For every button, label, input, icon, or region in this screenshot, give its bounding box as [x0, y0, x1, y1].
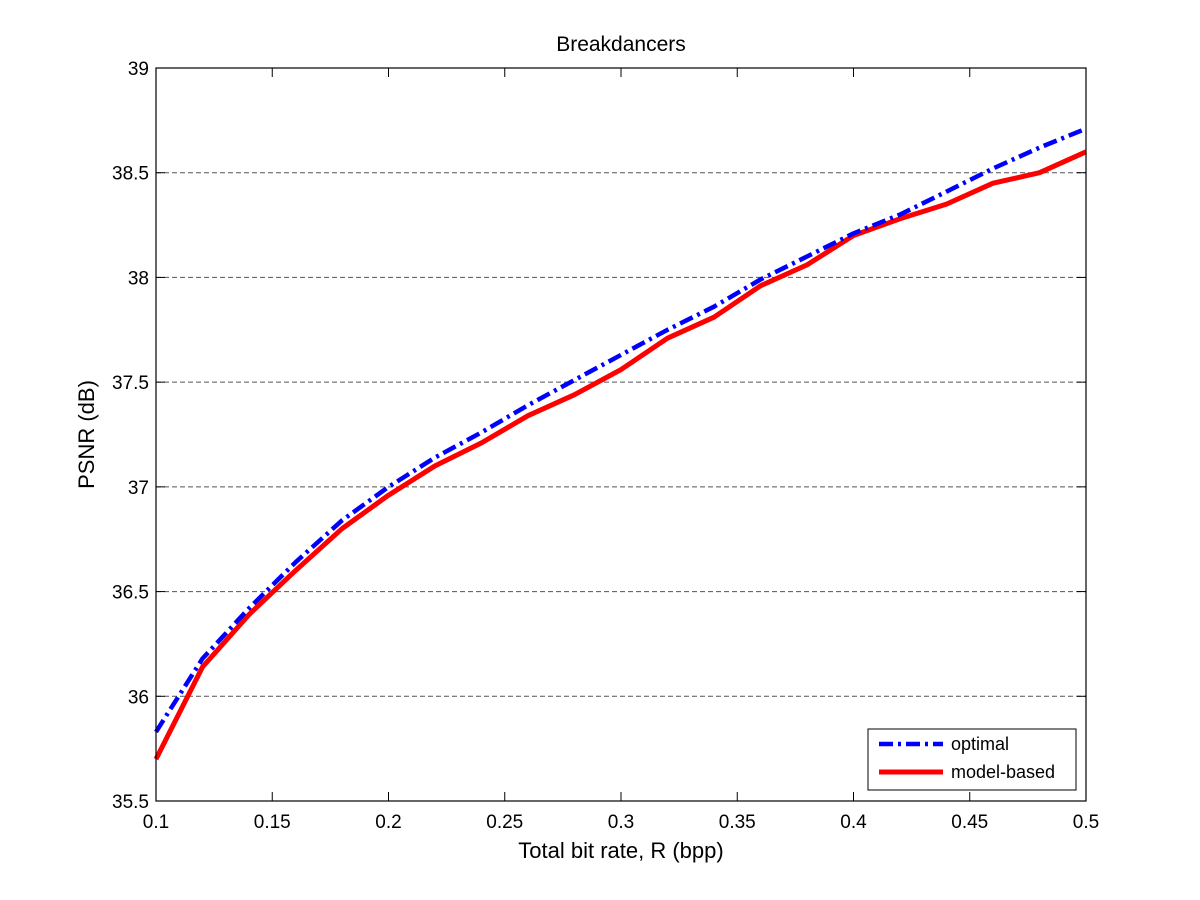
x-tick-label: 0.25: [486, 812, 523, 833]
grid-lines: [156, 172, 1086, 697]
axis-ticks: 35.5 36 36.5 37 37.5 38 38.5 39 0.1 0.15 0.2 0.25 0.…: [112, 59, 1099, 833]
x-tick-label: 0.15: [254, 812, 291, 833]
y-tick-label: 36.5: [112, 583, 149, 604]
legend: optimal model-based: [867, 728, 1077, 791]
legend-label-model-based: model-based: [951, 762, 1055, 782]
x-tick-label: 0.4: [840, 812, 867, 833]
x-tick-label: 0.35: [719, 812, 756, 833]
y-axis-label: PSNR (dB): [74, 380, 99, 489]
x-axis-label: Total bit rate, R (bpp): [518, 838, 723, 863]
x-tick-label: 0.1: [143, 812, 169, 833]
chart-title: Breakdancers: [556, 33, 686, 56]
y-tick-label: 37.5: [112, 373, 149, 394]
series-line-optimal: [154, 126, 1087, 734]
y-tick-label: 36: [128, 687, 149, 708]
y-tick-label: 38.5: [112, 164, 149, 185]
x-tick-label: 0.5: [1073, 812, 1099, 833]
y-tick-label: 38: [128, 268, 149, 289]
y-tick-label: 39: [128, 59, 149, 80]
x-tick-label: 0.2: [375, 812, 401, 833]
plot-series: [153, 126, 1088, 761]
series-line-model-based: [153, 149, 1088, 761]
y-tick-label: 37: [128, 478, 149, 499]
legend-box: [867, 728, 1077, 791]
legend-label-optimal: optimal: [951, 734, 1009, 754]
y-tick-label: 35.5: [112, 792, 149, 813]
x-tick-label: 0.3: [608, 812, 634, 833]
x-tick-label: 0.45: [951, 812, 988, 833]
